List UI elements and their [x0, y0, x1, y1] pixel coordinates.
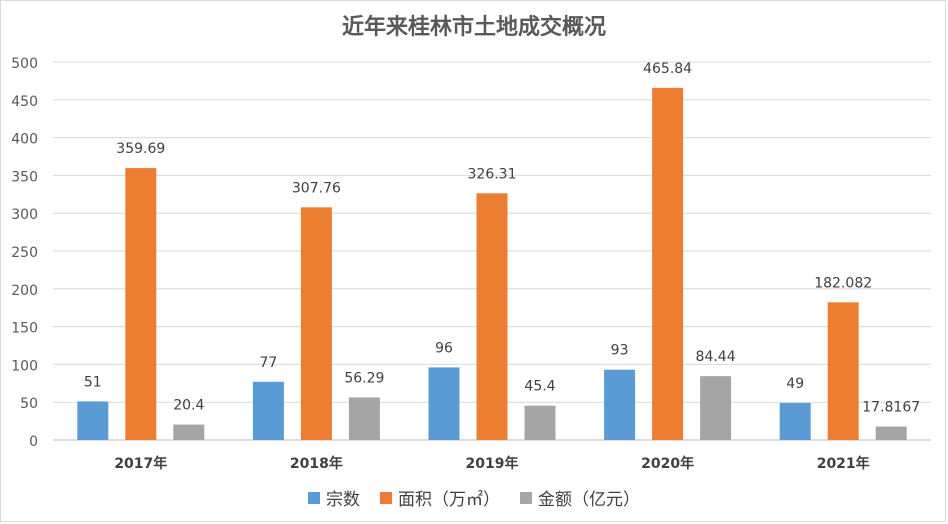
bar-1-3 — [652, 87, 684, 441]
legend-label-area: 面积（万㎡） — [398, 490, 500, 510]
data-label: 77 — [259, 355, 277, 371]
legend-swatch-area — [380, 491, 392, 504]
legend-item-amount: 金额（亿元） — [520, 485, 640, 510]
bar-0-1 — [252, 381, 284, 440]
y-tick-label: 200 — [11, 283, 38, 299]
y-tick-label: 150 — [11, 321, 38, 337]
bar-2-0 — [173, 424, 205, 440]
bar-2-2 — [524, 405, 556, 440]
y-tick-label: 350 — [11, 169, 38, 185]
x-tick-label: 2021年 — [817, 455, 870, 472]
bar-0-3 — [604, 369, 636, 440]
data-label: 17.8167 — [862, 400, 920, 416]
y-tick-label: 250 — [11, 245, 38, 261]
bar-0-2 — [428, 367, 460, 440]
legend-swatch-amount — [520, 491, 532, 504]
x-tick-label: 2020年 — [641, 455, 694, 472]
data-label: 56.29 — [344, 370, 384, 386]
legend: 宗数 面积（万㎡） 金额（亿元） — [1, 485, 947, 510]
legend-swatch-count — [308, 491, 320, 504]
legend-label-amount: 金额（亿元） — [538, 490, 640, 510]
x-tick-label: 2018年 — [290, 455, 343, 472]
x-tick-label: 2019年 — [466, 455, 519, 472]
data-label: 307.76 — [292, 180, 341, 196]
bar-2-4 — [875, 426, 907, 440]
bar-1-1 — [300, 207, 332, 440]
data-label: 96 — [435, 340, 453, 356]
legend-item-area: 面积（万㎡） — [380, 485, 500, 510]
data-label: 49 — [786, 376, 804, 392]
data-label: 45.4 — [524, 379, 555, 395]
bar-2-1 — [348, 397, 380, 440]
bar-1-4 — [827, 302, 859, 440]
data-label: 465.84 — [643, 61, 692, 77]
y-tick-label: 400 — [11, 132, 38, 148]
x-tick-label: 2017年 — [114, 455, 167, 472]
bar-0-0 — [77, 401, 109, 440]
y-tick-label: 450 — [11, 94, 38, 110]
data-label: 93 — [611, 343, 629, 359]
legend-label-count: 宗数 — [326, 490, 360, 510]
data-label: 182.082 — [814, 275, 872, 291]
data-label: 326.31 — [468, 166, 517, 182]
y-tick-label: 500 — [11, 56, 38, 72]
plot-area: 0 50 100 150 200 250 300 350 400 450 500 51 359.69 20… — [11, 56, 931, 472]
chart-title: 近年来桂林市土地成交概况 — [341, 15, 606, 40]
data-label: 84.44 — [696, 349, 736, 365]
bar-2-3 — [700, 376, 732, 440]
data-label: 359.69 — [116, 141, 165, 157]
y-tick-label: 0 — [29, 434, 38, 450]
data-label: 20.4 — [173, 398, 204, 414]
bar-1-0 — [125, 168, 157, 441]
bar-0-4 — [779, 402, 811, 440]
y-tick-label: 50 — [20, 396, 38, 412]
data-label: 51 — [84, 374, 102, 390]
y-tick-label: 100 — [11, 358, 38, 374]
bar-1-2 — [476, 193, 508, 440]
y-tick-label: 300 — [11, 207, 38, 223]
legend-item-count: 宗数 — [308, 485, 360, 510]
